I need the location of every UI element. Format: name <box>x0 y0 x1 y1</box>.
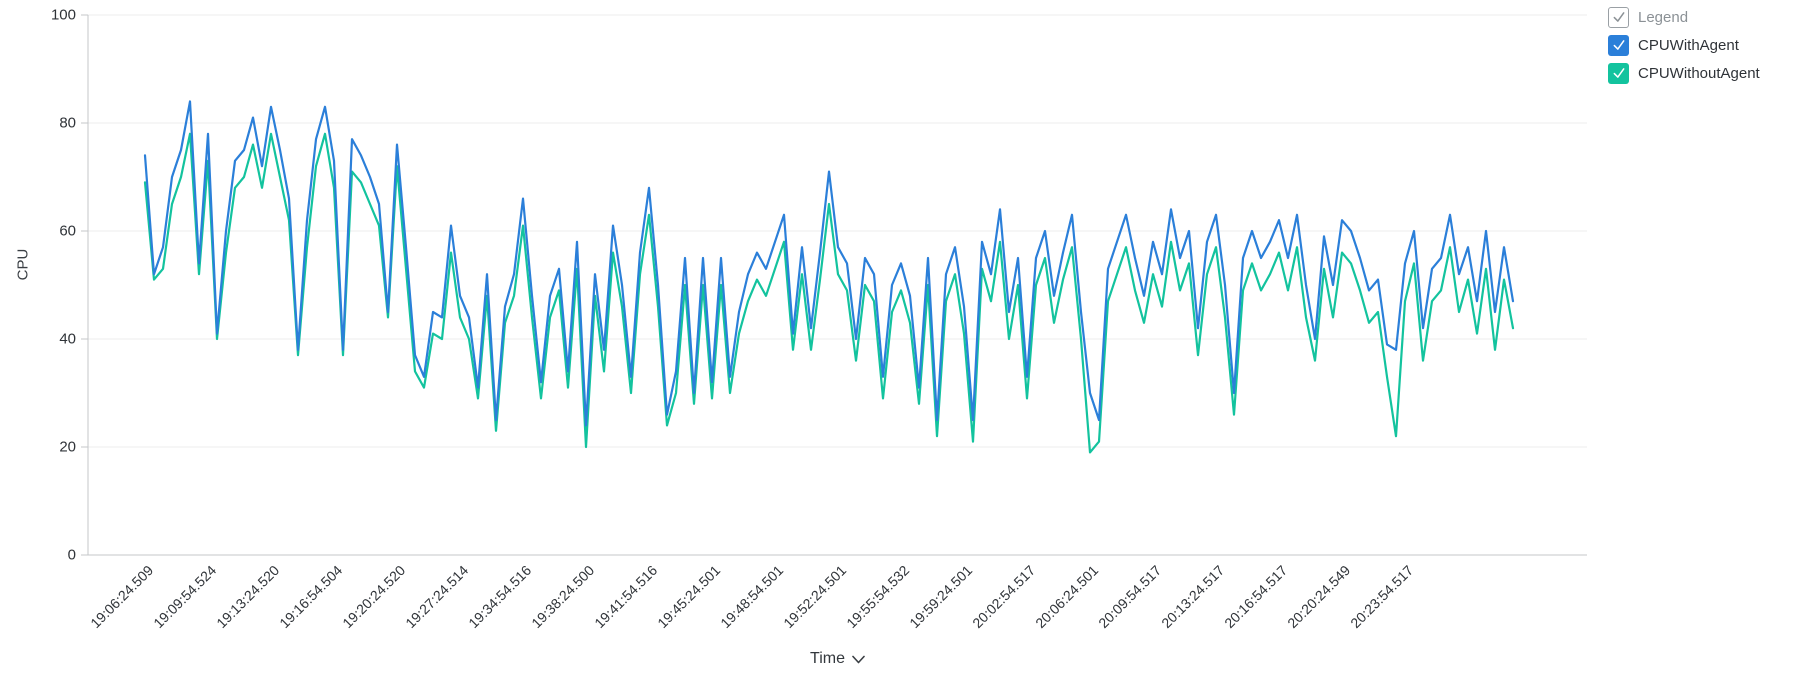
check-icon <box>1613 40 1624 50</box>
legend: Legend CPUWithAgent CPUWithoutAgent <box>1608 6 1760 90</box>
series-line-cpuwithoutagent <box>143 132 1515 454</box>
y-tick-label: 20 <box>59 439 76 456</box>
time-axis-dropdown[interactable]: Time <box>88 650 1587 668</box>
y-tick-label: 0 <box>68 547 76 564</box>
legend-label-cpuwithagent: CPUWithAgent <box>1638 36 1739 54</box>
y-tick-label: 40 <box>59 331 76 348</box>
legend-master-label: Legend <box>1638 8 1689 26</box>
y-tick-label: 60 <box>59 223 76 240</box>
check-icon <box>1613 12 1624 22</box>
legend-label-cpuwithoutagent: CPUWithoutAgent <box>1638 64 1760 82</box>
legend-master-row[interactable]: Legend <box>1608 6 1760 28</box>
legend-row-cpuwithagent[interactable]: CPUWithAgent <box>1608 34 1760 56</box>
x-axis-title: Time <box>810 650 845 667</box>
legend-row-cpuwithoutagent[interactable]: CPUWithoutAgent <box>1608 62 1760 84</box>
legend-checkbox-cpuwithagent[interactable] <box>1608 34 1629 56</box>
check-icon <box>1613 68 1624 78</box>
series-line-cpuwithagent <box>143 100 1515 427</box>
y-tick-label: 100 <box>51 7 76 24</box>
chevron-down-icon <box>852 655 865 663</box>
legend-checkbox-cpuwithoutagent[interactable] <box>1608 62 1629 84</box>
legend-master-checkbox[interactable] <box>1608 6 1629 28</box>
y-tick-label: 80 <box>59 115 76 132</box>
